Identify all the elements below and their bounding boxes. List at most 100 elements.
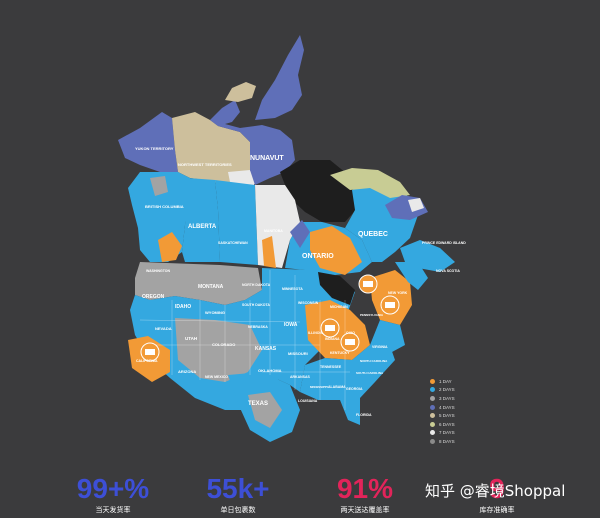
manitoba-orange — [262, 236, 276, 268]
arctic-island-north — [225, 82, 256, 102]
label-north-carolina: NORTH CAROLINA — [360, 359, 388, 363]
label-nevada: NEVADA — [155, 326, 172, 331]
texas-grey — [248, 392, 282, 428]
label-virginia: VIRGINIA — [372, 345, 388, 349]
legend-swatch — [430, 421, 435, 427]
label-mississippi: MISSISSIPPI — [310, 385, 328, 389]
stat-value: 9 — [489, 473, 505, 504]
label-arkansas: ARKANSAS — [290, 375, 311, 379]
warehouse-pin-ontario[interactable] — [358, 274, 378, 294]
arctic-islands — [255, 35, 304, 120]
warehouse-icon — [385, 302, 395, 308]
legend-swatch — [430, 378, 435, 384]
alberta-region — [182, 178, 220, 262]
ontario-nw-blue — [290, 220, 310, 248]
map-legend: 1 DAY 2 DAYS 3 DAYS 4 DAYS 5 DAYS 6 DAYS 7 DAY… — [430, 377, 455, 446]
label-kansas: KANSAS — [255, 346, 277, 352]
stat-value: 91% — [336, 473, 394, 504]
label-bc: BRITISH COLUMBIA — [145, 204, 184, 209]
stat-label: 两天送达覆盖率 — [340, 506, 390, 514]
warehouse-icon — [363, 281, 373, 287]
legend-swatch — [430, 430, 435, 436]
label-nebraska: NEBRASKA — [248, 325, 268, 329]
quebec-khaki — [330, 168, 410, 198]
legend-item: 4 DAYS — [430, 403, 455, 412]
label-south-carolina: SOUTH CAROLINA — [356, 371, 384, 375]
nunavut-region — [210, 120, 295, 185]
stat-value: 99+% — [76, 473, 150, 504]
label-manitoba: MANITOBA — [264, 229, 283, 233]
label-iowa: IOWA — [284, 322, 298, 328]
legend-label: 4 DAYS — [439, 404, 455, 410]
label-washington: WASHINGTON — [146, 269, 171, 273]
label-wisconsin: WISCONSIN — [298, 301, 319, 305]
legend-label: 2 DAYS — [439, 387, 455, 393]
stat-daily-parcels: 55k+ 单日包裹数 — [173, 474, 303, 515]
legend-swatch — [430, 404, 435, 410]
legend-item: 2 DAYS — [430, 386, 455, 395]
labrador-white — [408, 198, 424, 212]
label-pei: PRINCE EDWARD ISLAND — [422, 241, 466, 245]
legend-swatch — [430, 387, 435, 393]
us-mountain-grey — [175, 318, 262, 382]
legend-label: 7 DAYS — [439, 430, 455, 436]
label-alabama: ALABAMA — [328, 385, 346, 389]
label-california: CALIFORNIA — [136, 359, 158, 363]
label-minnesota: MINNESOTA — [282, 287, 303, 291]
label-ohio: OHIO — [346, 331, 355, 335]
label-oklahoma: OKLAHOMA — [258, 368, 282, 373]
label-georgia: GEORGIA — [346, 387, 363, 391]
us-west-grey — [135, 262, 262, 305]
label-ontario: ONTARIO — [302, 253, 334, 260]
bc-orange — [158, 232, 182, 262]
label-louisiana: LOUISIANA — [298, 399, 318, 403]
legend-item: 6 DAYS — [430, 420, 455, 429]
label-indiana: INDIANA — [325, 337, 340, 341]
state-boundaries — [139, 270, 350, 410]
label-nunavut: NUNAVUT — [250, 155, 284, 162]
legend-label: 5 DAYS — [439, 413, 455, 419]
stat-label: 单日包裹数 — [220, 506, 256, 514]
ontario-orange — [310, 226, 362, 275]
watermark: 知乎 @睿境Shoppal — [425, 482, 566, 500]
warehouse-pin-south[interactable] — [340, 332, 360, 352]
label-nova-scotia: NOVA SCOTIA — [436, 269, 460, 273]
label-colorado: COLORADO — [212, 342, 235, 347]
us-central-blue — [248, 268, 355, 392]
legend-item: 8 DAYS — [430, 437, 455, 446]
label-oregon: OREGON — [142, 294, 165, 300]
stat-two-day-coverage: 91% 两天送达覆盖率 — [300, 474, 430, 515]
label-utah: UTAH — [185, 336, 197, 341]
label-south-dakota: SOUTH DAKOTA — [242, 303, 270, 307]
bc-grey — [150, 176, 168, 196]
legend-item: 1 DAY — [430, 377, 455, 386]
warehouse-icon — [325, 325, 335, 331]
warehouse-pin-east[interactable] — [380, 295, 400, 315]
label-wyoming: WYOMING — [205, 310, 225, 315]
warehouse-pin-central[interactable] — [320, 318, 340, 338]
label-missouri: MISSOURI — [288, 351, 308, 356]
legend-swatch — [430, 395, 435, 401]
sask-region — [215, 180, 258, 265]
label-florida: FLORIDA — [356, 413, 372, 417]
legend-swatch — [430, 438, 435, 444]
us-northeast-blue — [395, 262, 428, 290]
label-kentucky: KENTUCKY — [330, 351, 350, 355]
warehouse-icon — [345, 339, 355, 345]
legend-label: 3 DAYS — [439, 395, 455, 401]
us-southeast-blue — [300, 340, 395, 425]
label-pennsylvania: PENNSYLVANIA — [360, 313, 384, 317]
label-tennessee: TENNESSEE — [320, 365, 342, 369]
label-arizona: ARIZONA — [178, 369, 196, 374]
label-alberta: ALBERTA — [188, 224, 217, 230]
warehouse-icon — [145, 349, 155, 355]
stat-label: 当天发货率 — [95, 506, 131, 514]
label-north-dakota: NORTH DAKOTA — [242, 283, 271, 287]
label-texas: TEXAS — [248, 401, 268, 407]
label-yukon: YUKON TERRITORY — [135, 146, 174, 151]
arctic-island-west — [210, 100, 240, 126]
yukon-region — [118, 112, 178, 172]
warehouse-pin-west[interactable] — [140, 342, 160, 362]
stats-bar: 99+% 当天发货率 55k+ 单日包裹数 91% 两天送达覆盖率 9 库存准确… — [0, 474, 600, 518]
legend-swatch — [430, 413, 435, 419]
